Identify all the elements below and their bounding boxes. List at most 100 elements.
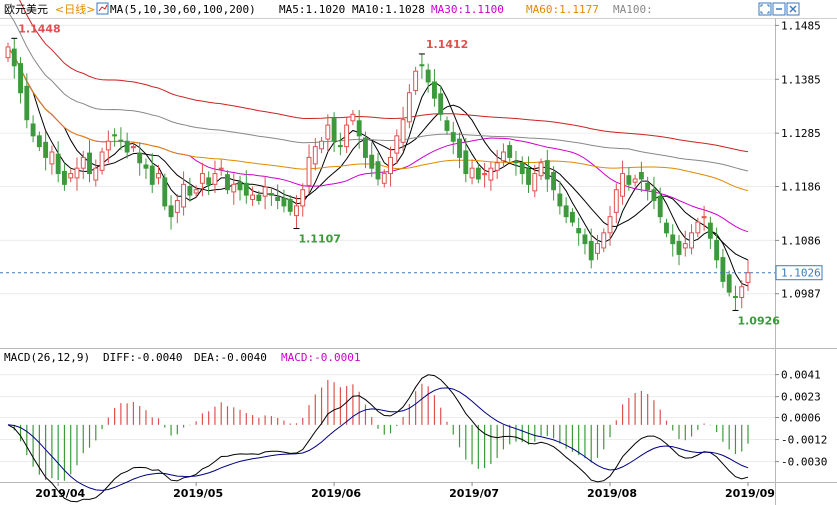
close-icon[interactable]: [786, 2, 800, 16]
current-price-box: [775, 265, 823, 281]
candle-body: [431, 81, 437, 99]
candle-body: [212, 173, 218, 185]
candle-body: [400, 119, 406, 143]
candle-body: [93, 167, 99, 181]
candle-body: [162, 177, 168, 207]
candle-body: [218, 167, 224, 170]
candle-body: [68, 173, 74, 179]
macd-tick-label: 0.0023: [781, 391, 821, 404]
candle-body: [356, 120, 362, 137]
candle-body: [569, 211, 575, 223]
ma5-line: [7, 46, 749, 287]
macd-params: MACD(26,12,9): [4, 351, 90, 364]
candle-body: [726, 274, 732, 293]
candle-body: [130, 146, 136, 149]
ma-toggle-icon[interactable]: [96, 2, 109, 15]
candle-body: [350, 113, 356, 122]
candle-body: [664, 222, 669, 234]
candle-body: [394, 135, 400, 154]
macd-tick-label: 0.0041: [781, 369, 821, 382]
candle-body: [626, 175, 632, 185]
ma100-value: MA100:: [613, 3, 653, 16]
candle-body: [18, 63, 23, 94]
candle-body: [406, 92, 412, 123]
candle-body: [363, 137, 368, 158]
macd-dea-value: DEA:-0.0040: [194, 351, 267, 364]
candle-body: [149, 165, 155, 185]
time-tick-label: 2019/06: [311, 487, 361, 500]
candle-body: [544, 160, 550, 180]
period-label[interactable]: <日线>: [55, 2, 95, 16]
price-tick-label: 1.1385: [781, 73, 821, 86]
candle-body: [419, 64, 425, 67]
candle-body: [49, 151, 55, 165]
candle-body: [243, 182, 249, 196]
time-tick-label: 2019/08: [587, 487, 637, 500]
candle-body: [588, 240, 594, 261]
candle-body: [375, 161, 381, 180]
candle-body: [613, 189, 619, 213]
candle-body: [676, 240, 682, 255]
candle-body: [651, 189, 657, 202]
candle-body: [381, 173, 387, 184]
candle-body: [488, 167, 494, 181]
expand-icon[interactable]: [758, 2, 772, 16]
candle-body: [206, 177, 212, 185]
price-axis: 1.1485 1.1385 1.1285 1.1186 1.1086 1.0987: [775, 19, 821, 301]
candle-body: [5, 46, 11, 59]
candle-body: [168, 205, 174, 218]
candle-body: [174, 200, 180, 213]
candle-body: [413, 70, 419, 92]
candle-body: [582, 234, 588, 245]
candle-body: [231, 183, 237, 193]
ma10-line: [7, 46, 749, 261]
time-tick-label: 2019/05: [173, 487, 223, 500]
candle-body: [714, 239, 720, 261]
candle-body: [337, 145, 343, 148]
candle-body: [268, 193, 274, 196]
candle-body: [463, 150, 469, 175]
candle-body: [689, 232, 695, 249]
candle-body: [87, 152, 92, 175]
annotation-low-label: 1.1107: [298, 233, 340, 246]
price-tick-label: 1.1285: [781, 127, 821, 140]
candle-body: [632, 178, 638, 183]
minimize-icon[interactable]: [772, 2, 786, 16]
candle-body: [344, 124, 350, 148]
candle-body: [557, 193, 563, 207]
candle-body: [225, 174, 230, 191]
candle-body: [638, 171, 644, 180]
price-annotations: 1.1448 1.1412 1.1107 1.0926: [11, 22, 780, 327]
candle-body: [507, 145, 513, 158]
price-tick-label: 1.1485: [781, 19, 821, 32]
candle-body: [43, 141, 49, 158]
candle-body: [513, 161, 519, 164]
candle-body: [450, 132, 456, 142]
candle-body: [551, 171, 557, 191]
annotation-high-label: 1.1448: [18, 22, 60, 35]
candle-body: [482, 173, 488, 176]
time-tick-label: 2019/04: [35, 487, 85, 500]
time-axis: 2019/04 2019/05 2019/06 2019/07 2019/08 2019/…: [35, 482, 775, 500]
candlestick-series: [5, 38, 751, 311]
candle-body: [105, 140, 111, 151]
candle-body: [739, 286, 745, 299]
symbol-title: 欧元美元: [4, 3, 48, 16]
candle-body: [526, 168, 531, 185]
time-tick-label: 2019/07: [449, 487, 499, 500]
annotation-high-label: 1.1412: [426, 38, 468, 51]
candle-body: [61, 170, 67, 185]
price-tick-label: 1.1186: [781, 181, 821, 194]
candle-body: [99, 151, 105, 171]
candle-body: [80, 156, 86, 169]
ma30-value: MA30:1.1100: [431, 3, 504, 16]
candle-body: [388, 156, 393, 175]
candle-body: [645, 182, 651, 191]
candle-body: [325, 124, 331, 140]
macd-diff-value: DIFF:-0.0040: [103, 351, 182, 364]
candle-body: [494, 162, 500, 171]
macd-diff-line: [7, 374, 749, 503]
candle-body: [601, 232, 607, 249]
ma60-value: MA60:1.1177: [526, 3, 599, 16]
